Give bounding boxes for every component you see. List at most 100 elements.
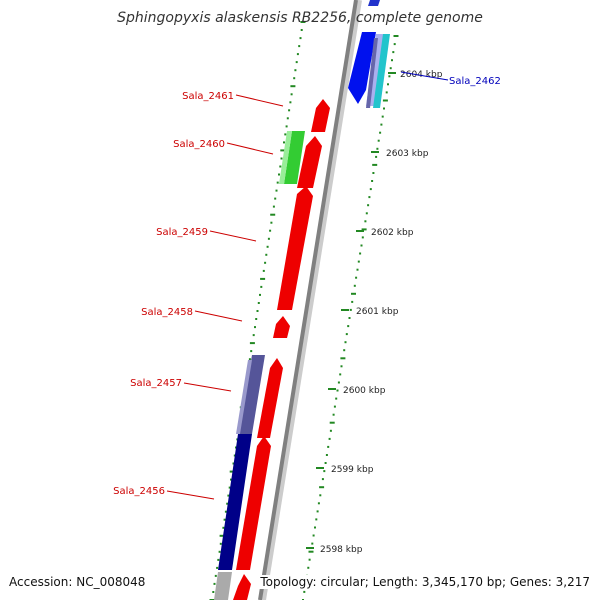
ruler-dot — [293, 77, 296, 80]
leader-line — [166, 490, 215, 500]
ruler-dot — [308, 558, 311, 561]
ruler-dot — [356, 268, 359, 271]
ruler-dot — [222, 526, 225, 529]
tick-label: 2602 kbp — [371, 228, 414, 238]
ruler-dot — [371, 180, 374, 182]
genome-backbone — [258, 0, 358, 600]
leader-line — [183, 382, 232, 392]
ruler-dot — [213, 582, 216, 585]
feature-cyan — [373, 34, 390, 108]
ruler-dot — [264, 261, 267, 264]
gene-arrow-sala-2462[interactable] — [348, 32, 376, 104]
ruler-dot — [288, 109, 291, 112]
ruler-dot — [375, 155, 378, 158]
ruler-dot — [329, 429, 332, 432]
ruler-dot — [340, 357, 346, 360]
ruler-dot — [314, 526, 316, 529]
ruler-dot — [339, 373, 342, 376]
ruler-dot — [218, 550, 221, 553]
ruler-dot — [389, 67, 392, 70]
ruler-dot — [289, 101, 292, 104]
gene-arrow-sala-2460[interactable] — [297, 136, 322, 188]
ruler-dot — [248, 358, 251, 361]
ruler-dot — [226, 502, 229, 505]
gene-label-sala-2461[interactable]: Sala_2461 — [182, 91, 234, 102]
ruler-dot — [262, 269, 265, 272]
ruler-dot — [328, 437, 331, 440]
ruler-dot — [224, 510, 227, 513]
ruler-dot — [343, 349, 346, 352]
ruler-dot — [228, 486, 231, 489]
genome-backbone-shadow — [260, 0, 362, 600]
tick-2603: 2603 kbp — [371, 149, 429, 159]
ruler-dot — [308, 550, 314, 553]
ruler-dot — [272, 205, 275, 208]
ruler-dot — [383, 107, 385, 110]
leader-line — [209, 230, 257, 242]
ruler-dot — [359, 252, 362, 255]
tick-2600: 2600 kbp — [328, 386, 386, 396]
ruler-dot — [250, 350, 253, 353]
ruler-dot — [266, 245, 269, 248]
ruler-dot — [381, 115, 384, 118]
ruler-dot — [360, 244, 363, 247]
ruler-dot — [387, 83, 389, 86]
ruler-dot — [325, 454, 328, 456]
gene-arrow-sala-2459[interactable] — [277, 186, 313, 310]
ruler-dot — [377, 139, 380, 142]
ruler-dot — [299, 37, 302, 40]
ruler-dot — [329, 421, 335, 424]
tick-label: 2599 kbp — [331, 465, 374, 475]
ruler-dot — [223, 518, 226, 521]
gene-label-sala-2457[interactable]: Sala_2457 — [130, 378, 182, 389]
gene-label-sala-2462[interactable]: Sala_2462 — [449, 76, 501, 87]
ruler-dot — [311, 542, 314, 545]
ruler-dot — [259, 293, 261, 296]
ruler-dot — [361, 228, 367, 231]
gene-arrow-sala-2461[interactable] — [311, 99, 330, 132]
ruler-dot — [283, 141, 285, 144]
ruler-dot — [319, 486, 325, 489]
gene-arrow-sala-2457[interactable] — [257, 358, 283, 438]
ruler-dot — [361, 236, 364, 239]
ruler-dot — [269, 229, 272, 232]
ruler-dot — [284, 133, 287, 136]
ruler-dot — [315, 518, 318, 521]
ruler-dot — [219, 542, 222, 545]
ruler-dot — [274, 197, 277, 200]
ruler-dot — [270, 213, 276, 216]
gene-label-sala-2460[interactable]: Sala_2460 — [173, 139, 225, 150]
gene-label-sala-2456[interactable]: Sala_2456 — [113, 486, 165, 497]
ruler-dot — [254, 326, 256, 329]
leader-line — [226, 142, 274, 155]
ruler-dot — [388, 75, 391, 78]
feature-green — [284, 131, 305, 184]
ruler-dot — [227, 494, 230, 497]
ruler-dot — [365, 212, 368, 215]
ruler-dot — [393, 43, 396, 46]
ruler-dot — [317, 502, 320, 505]
ruler-dot — [327, 445, 330, 448]
leader-line — [235, 94, 284, 107]
ruler-dot — [300, 21, 306, 23]
ruler-dot — [214, 574, 217, 577]
gene-arrow-sala-2456[interactable] — [236, 436, 271, 570]
leader-line — [400, 71, 449, 81]
ruler-dot — [336, 389, 339, 392]
gene-label-sala-2459[interactable]: Sala_2459 — [156, 227, 208, 238]
gene-arrow-sala-2458[interactable] — [273, 316, 290, 338]
gene-label-sala-2458[interactable]: Sala_2458 — [141, 307, 193, 318]
ruler-dot — [393, 35, 399, 37]
ruler-dot — [392, 51, 395, 54]
ruler-dots — [209, 21, 399, 600]
ruler-dot — [286, 117, 289, 120]
ruler-dot — [319, 494, 322, 497]
ruler-dot — [344, 341, 347, 344]
ruler-dot — [333, 405, 336, 408]
ruler-dot — [391, 59, 393, 62]
ruler-dot — [372, 163, 378, 166]
ruler-dot — [335, 397, 338, 400]
ruler-dot — [290, 85, 296, 88]
ruler-dot — [256, 310, 259, 312]
